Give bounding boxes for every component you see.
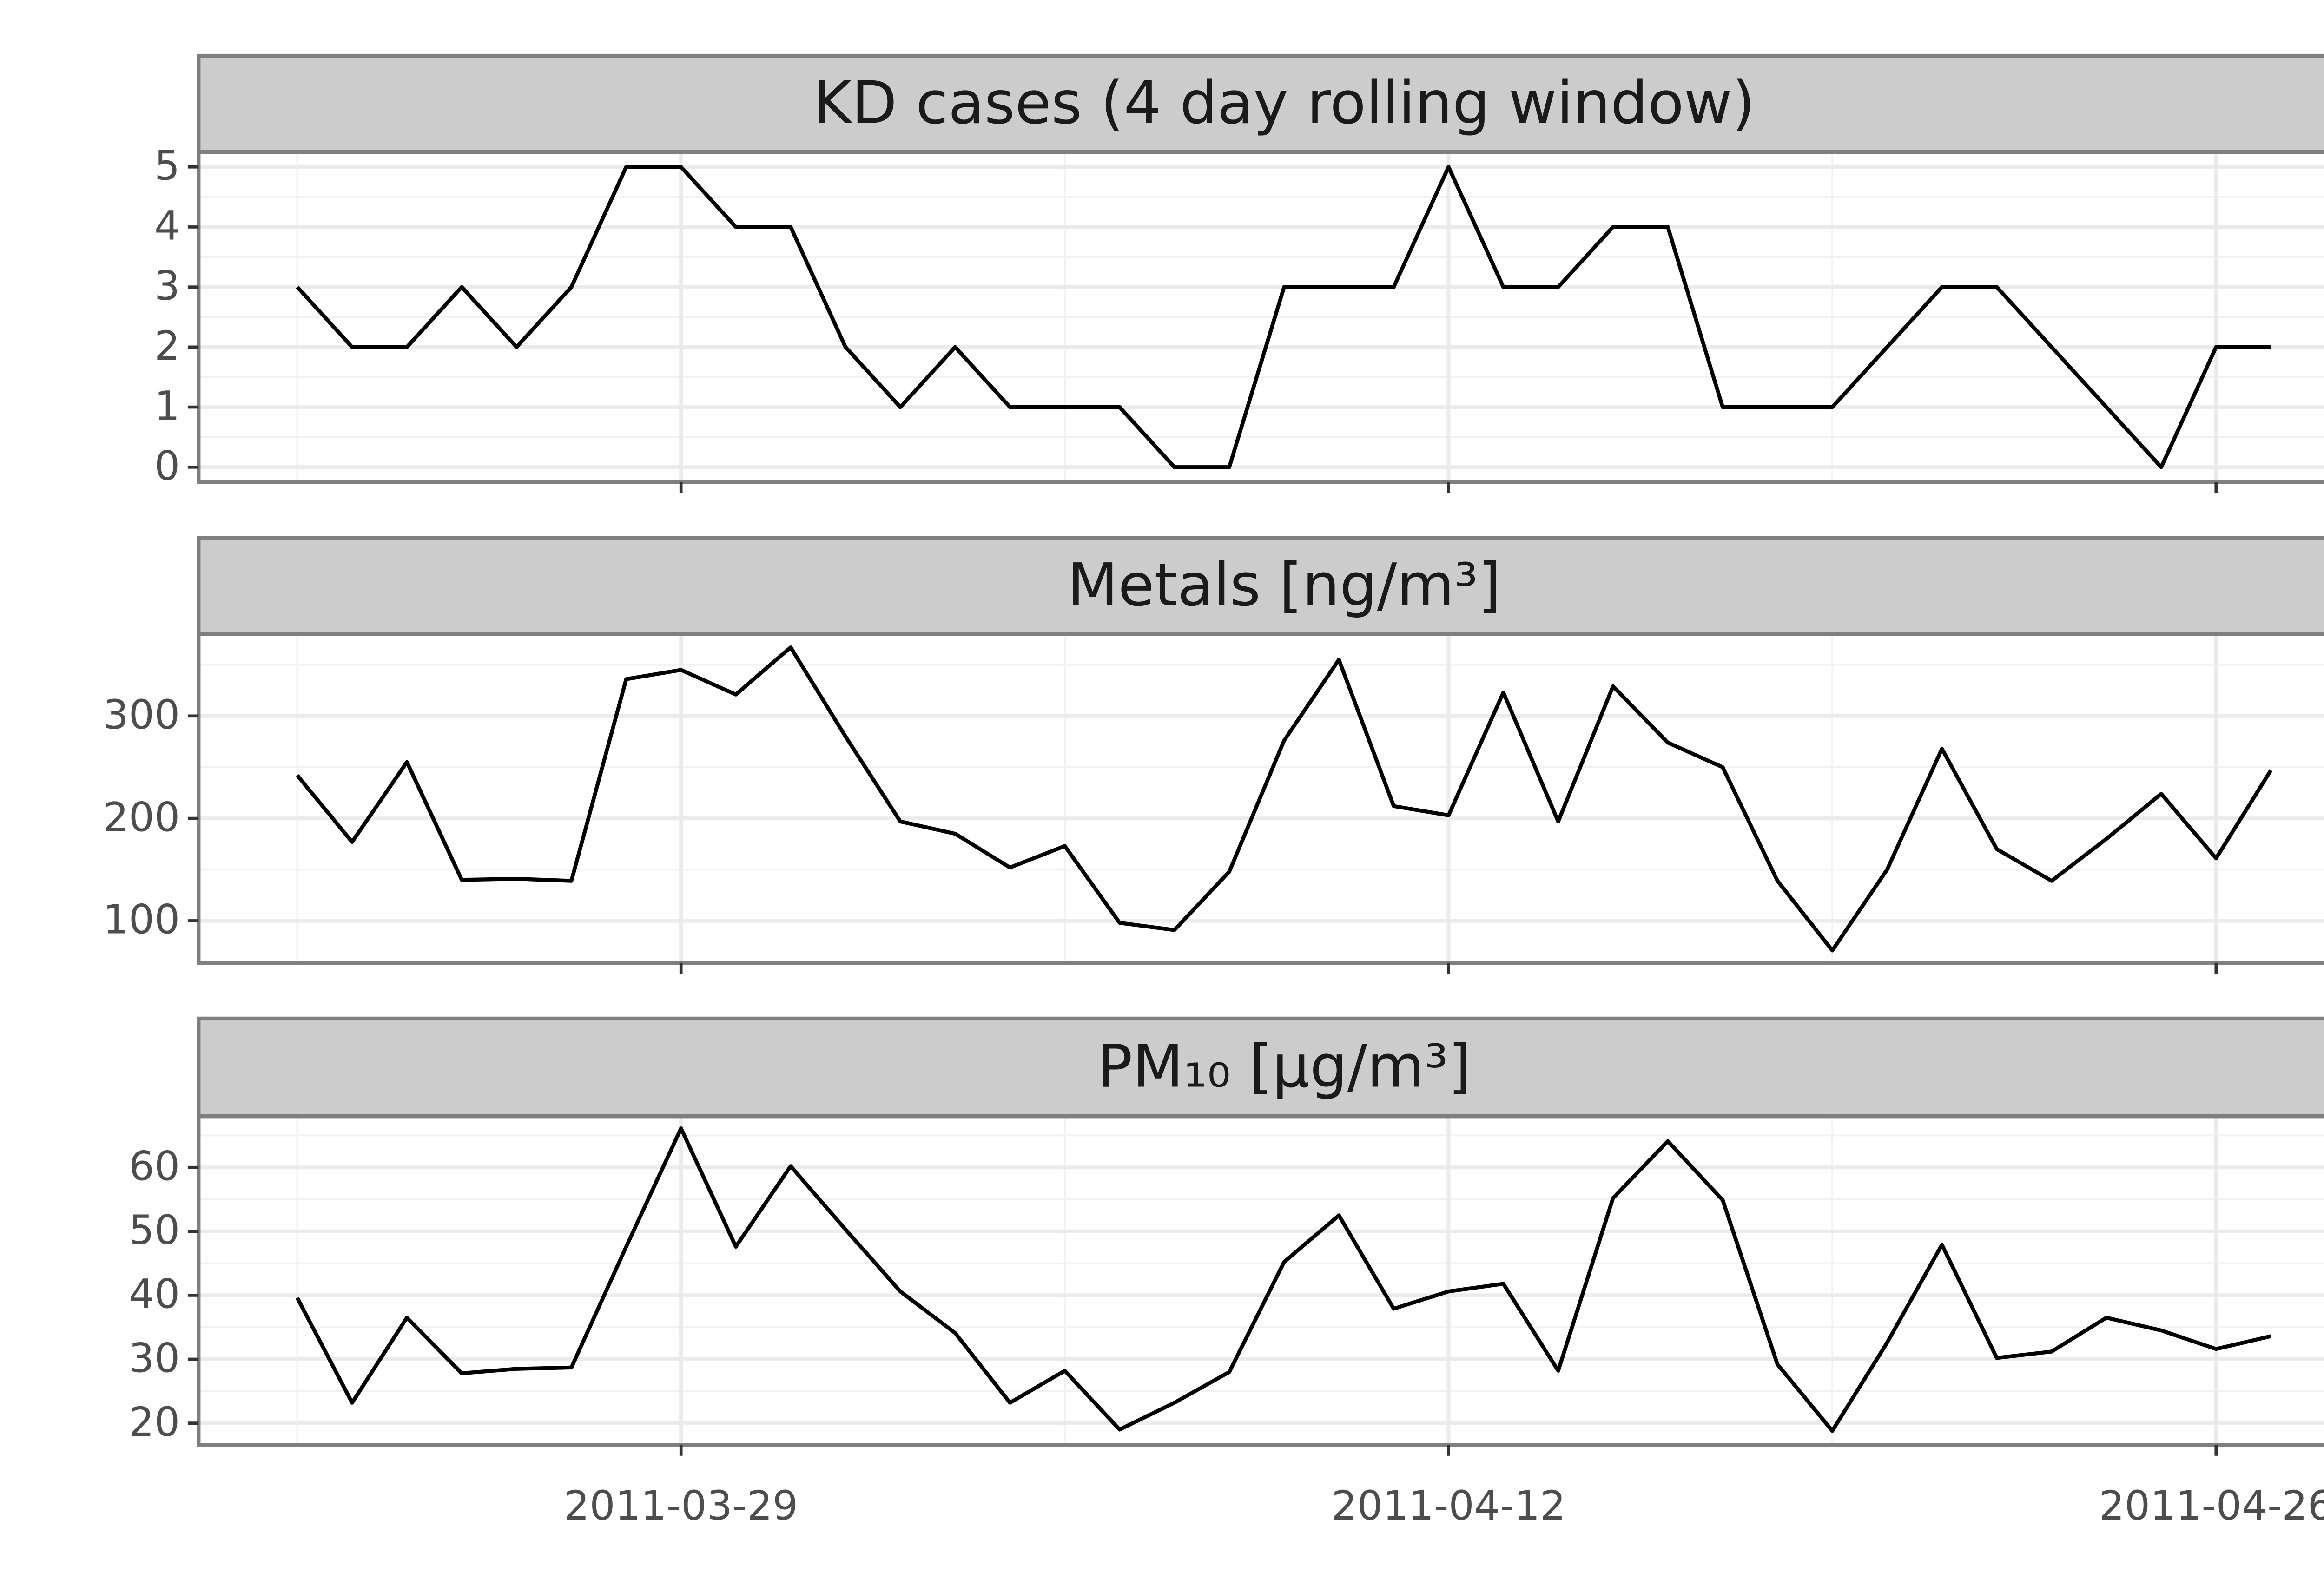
strip: [197, 1016, 2324, 1119]
y-tick-label: 50: [129, 1207, 180, 1254]
y-tick-label: 40: [129, 1271, 180, 1318]
y-tick-label: 100: [103, 896, 180, 943]
strip: [197, 536, 2324, 636]
strip-title: PM₁₀ [µg/m³]: [1097, 1032, 1471, 1100]
strip-title: Metals [ng/m³]: [1067, 550, 1501, 619]
y-tick-label: 1: [154, 382, 180, 429]
data-line: [296, 645, 2273, 953]
y-tick-label: 3: [154, 263, 180, 309]
panel-background: [198, 1116, 2324, 1445]
y-tick-label: 0: [154, 443, 180, 490]
y-tick-label: 200: [103, 794, 180, 841]
y-tick-label: 5: [154, 143, 180, 190]
strip: [197, 53, 2324, 154]
y-tick-label: 300: [103, 691, 180, 738]
x-tick-label: 2011-04-12: [1331, 1482, 1565, 1529]
x-tick-label: 2011-03-29: [564, 1482, 798, 1529]
y-tick-label: 2: [154, 322, 180, 369]
strip-title: KD cases (4 day rolling window): [813, 68, 1755, 137]
x-tick-label: 2011-04-26: [2099, 1482, 2324, 1529]
y-tick-label: 30: [129, 1335, 180, 1382]
y-tick-label: 20: [129, 1399, 180, 1446]
y-tick-label: 4: [154, 203, 180, 250]
y-tick-label: 60: [129, 1143, 180, 1190]
data-line: [296, 165, 2271, 469]
data-line: [295, 1126, 2271, 1433]
